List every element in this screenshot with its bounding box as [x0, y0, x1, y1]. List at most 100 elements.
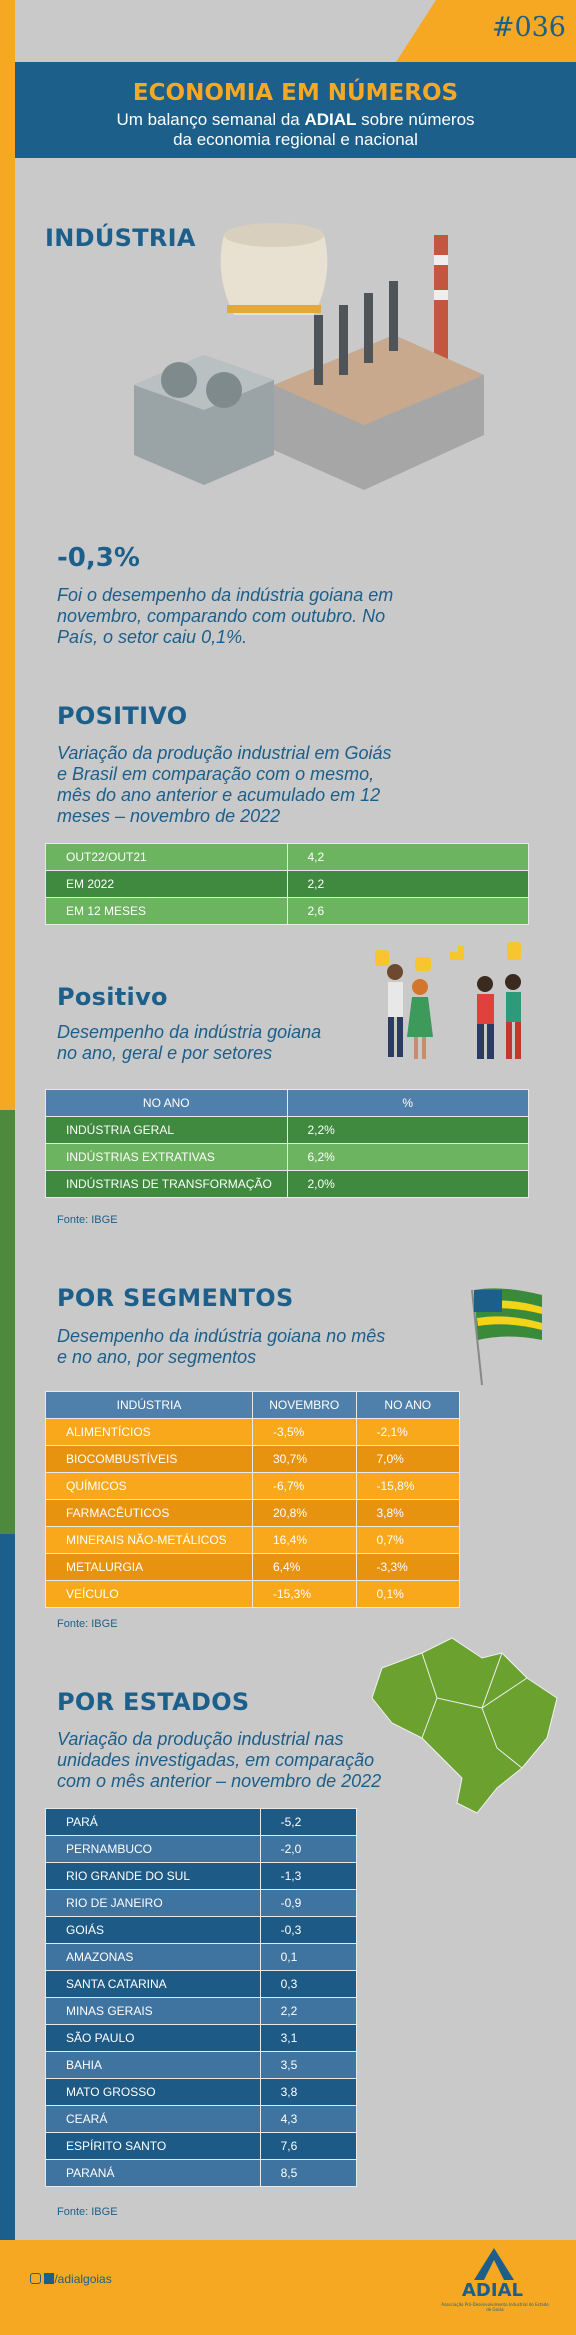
- table-header-cell: INDÚSTRIA: [45, 1391, 253, 1419]
- header-subtitle: Um balanço semanal da ADIAL sobre número…: [15, 110, 576, 150]
- table-row: ALIMENTÍCIOS -3,5% -2,1%: [45, 1418, 460, 1446]
- issue-number: #036: [491, 12, 566, 43]
- paragraph-line: Variação da produção industrial nas: [57, 1729, 344, 1749]
- table-cell: 6,4%: [252, 1553, 357, 1581]
- table-cell: 3,1: [259, 2024, 358, 2052]
- table-cell: -2,0: [259, 1835, 358, 1863]
- side-strip: [0, 1110, 15, 1534]
- source-note: Fonte: IBGE: [57, 1214, 118, 1226]
- paragraph: Variação da produção industrial em Goiás…: [57, 743, 392, 827]
- factory-illustration: [134, 223, 484, 490]
- table-row: SÃO PAULO 3,1: [45, 2024, 358, 2052]
- table-cell: RIO GRANDE DO SUL: [45, 1862, 261, 1890]
- table-row: MINAS GERAIS 2,2: [45, 1997, 358, 2025]
- section-title: POR SEGMENTOS: [57, 1284, 294, 1312]
- table-row: PARANÁ 8,5: [45, 2159, 358, 2187]
- paragraph: Variação da produção industrial nas unida…: [57, 1729, 381, 1792]
- table-cell: INDÚSTRIA GERAL: [45, 1116, 288, 1144]
- logo-text: ADIAL: [462, 2280, 523, 2301]
- table-cell: MATO GROSSO: [45, 2078, 261, 2106]
- people-illustration: [375, 942, 521, 1059]
- table-row: CEARÁ 4,3: [45, 2105, 358, 2133]
- facebook-icon: [44, 2273, 55, 2284]
- table-cell: 7,6: [259, 2132, 358, 2160]
- section-title: INDÚSTRIA: [45, 224, 196, 252]
- table-cell: INDÚSTRIAS DE TRANSFORMAÇÃO: [45, 1170, 288, 1198]
- table-cell: SANTA CATARINA: [45, 1970, 261, 1998]
- table-header-row: NO ANO%: [45, 1089, 529, 1117]
- table-cell: 4,3: [259, 2105, 358, 2133]
- paragraph-line: com o mês anterior – novembro de 2022: [57, 1771, 382, 1791]
- table-header-cell: %: [286, 1089, 529, 1117]
- table-cell: PARANÁ: [45, 2159, 261, 2187]
- table-cell: 0,1: [259, 1943, 358, 1971]
- source-note: Fonte: IBGE: [57, 2206, 118, 2218]
- table-cell: -0,9: [259, 1889, 358, 1917]
- social-handle: /adialgoias: [30, 2272, 112, 2286]
- table-row: INDÚSTRIAS EXTRATIVAS 6,2%: [45, 1143, 529, 1171]
- table-row: PARÁ -5,2: [45, 1808, 358, 1836]
- section-title: POSITIVO: [57, 702, 188, 730]
- table-cell: 2,6: [286, 897, 529, 925]
- table-row: PERNAMBUCO -2,0: [45, 1835, 358, 1863]
- table-row: INDÚSTRIAS DE TRANSFORMAÇÃO 2,0%: [45, 1170, 529, 1198]
- paragraph-line: e no ano, por segmentos: [57, 1347, 257, 1367]
- paragraph-line: no ano, geral e por setores: [57, 1043, 273, 1063]
- headline-value: -0,3%: [57, 543, 140, 573]
- table-cell: BAHIA: [45, 2051, 261, 2079]
- paragraph-line: unidades investigadas, em comparação: [57, 1750, 375, 1770]
- table-cell: 8,5: [259, 2159, 358, 2187]
- subtitle-text: da economia regional e nacional: [173, 130, 418, 149]
- subtitle-bold: ADIAL: [304, 110, 357, 129]
- table-cell: EM 2022: [45, 870, 288, 898]
- table-row: BIOCOMBUSTÍVEIS 30,7% 7,0%: [45, 1445, 460, 1473]
- table-cell: METALURGIA: [45, 1553, 253, 1581]
- instagram-icon: [30, 2273, 41, 2284]
- table-cell: 3,8%: [355, 1499, 460, 1527]
- table-row: OUT22/OUT21 4,2: [45, 843, 529, 871]
- table-row: SANTA CATARINA 0,3: [45, 1970, 358, 1998]
- paragraph-line: Desempenho da indústria goiana no mês: [57, 1326, 386, 1346]
- data-table: INDÚSTRIA NOVEMBRO NO ANO ALIMENTÍCIOS -3,5%…: [45, 1391, 460, 1608]
- section-title: POR ESTADOS: [57, 1688, 250, 1716]
- table-row: ESPÍRITO SANTO 7,6: [45, 2132, 358, 2160]
- header-band: ECONOMIA EM NÚMEROS Um balanço semanal d…: [15, 62, 576, 158]
- table-row: VEÍCULO -15,3% 0,1%: [45, 1580, 460, 1608]
- paragraph: Desempenho da indústria goiana no mês e n…: [57, 1326, 385, 1368]
- table-cell: 3,5: [259, 2051, 358, 2079]
- paragraph-line: meses – novembro de 2022: [57, 806, 281, 826]
- table-row: GOIÁS -0,3: [45, 1916, 358, 1944]
- table-cell: 30,7%: [252, 1445, 357, 1473]
- footer: /adialgoias ADIAL Associação Pró-Desenvo…: [0, 2240, 576, 2335]
- social-text: /adialgoias: [54, 2272, 112, 2286]
- table-row: BAHIA 3,5: [45, 2051, 358, 2079]
- table-row: AMAZONAS 0,1: [45, 1943, 358, 1971]
- side-strip: [0, 1534, 15, 2240]
- paragraph-line: e Brasil em comparação com o mesmo,: [57, 764, 375, 784]
- table-cell: -3,5%: [252, 1418, 357, 1446]
- header-title: ECONOMIA EM NÚMEROS: [132, 80, 459, 106]
- table-cell: PARÁ: [45, 1808, 261, 1836]
- table-cell: 4,2: [286, 843, 529, 871]
- table-cell: 0,7%: [355, 1526, 460, 1554]
- table-cell: GOIÁS: [45, 1916, 261, 1944]
- table-header-cell: NOVEMBRO: [252, 1391, 357, 1419]
- paragraph: Foi o desempenho da indústria goiana em n…: [57, 585, 393, 648]
- table-cell: -15,3%: [252, 1580, 357, 1608]
- data-table: PARÁ -5,2 PERNAMBUCO -2,0 RIO GRANDE DO SUL -…: [45, 1808, 358, 2187]
- table-cell: 16,4%: [252, 1526, 357, 1554]
- paragraph-line: novembro, comparando com outubro. No: [57, 606, 386, 626]
- table-cell: VEÍCULO: [45, 1580, 253, 1608]
- corner-tab: [396, 0, 576, 62]
- table-row: MATO GROSSO 3,8: [45, 2078, 358, 2106]
- table-cell: INDÚSTRIAS EXTRATIVAS: [45, 1143, 288, 1171]
- table-cell: CEARÁ: [45, 2105, 261, 2133]
- table-cell: 0,3: [259, 1970, 358, 1998]
- table-cell: 2,2%: [286, 1116, 529, 1144]
- table-cell: -5,2: [259, 1808, 358, 1836]
- subtitle-text: Um balanço semanal da: [116, 110, 305, 129]
- table-cell: 0,1%: [355, 1580, 460, 1608]
- table-cell: MINAS GERAIS: [45, 1997, 261, 2025]
- table-row: QUÍMICOS -6,7% -15,8%: [45, 1472, 460, 1500]
